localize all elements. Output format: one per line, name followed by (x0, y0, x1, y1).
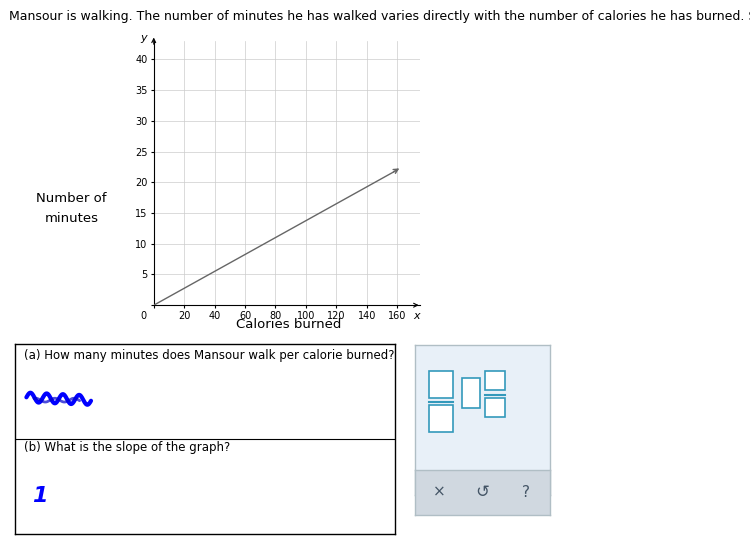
FancyBboxPatch shape (485, 397, 506, 417)
FancyBboxPatch shape (428, 371, 453, 397)
Text: 0: 0 (140, 311, 146, 321)
FancyBboxPatch shape (462, 378, 480, 408)
Text: ↺: ↺ (476, 483, 490, 501)
Text: Calories burned: Calories burned (236, 318, 341, 331)
Text: x: x (414, 311, 420, 321)
Text: minutes: minutes (44, 211, 98, 225)
Text: Number of: Number of (36, 192, 106, 205)
Text: (b) What is the slope of the graph?: (b) What is the slope of the graph? (25, 441, 231, 454)
Text: (a) How many minutes does Mansour walk per calorie burned?: (a) How many minutes does Mansour walk p… (25, 349, 395, 362)
Text: 1: 1 (32, 486, 47, 506)
Text: Mansour is walking. The number of minutes he has walked varies directly with the: Mansour is walking. The number of minute… (9, 10, 750, 23)
FancyBboxPatch shape (428, 405, 453, 432)
Text: y: y (140, 33, 146, 43)
FancyBboxPatch shape (485, 371, 506, 390)
Text: ?: ? (522, 485, 530, 500)
Text: ×: × (433, 485, 445, 500)
